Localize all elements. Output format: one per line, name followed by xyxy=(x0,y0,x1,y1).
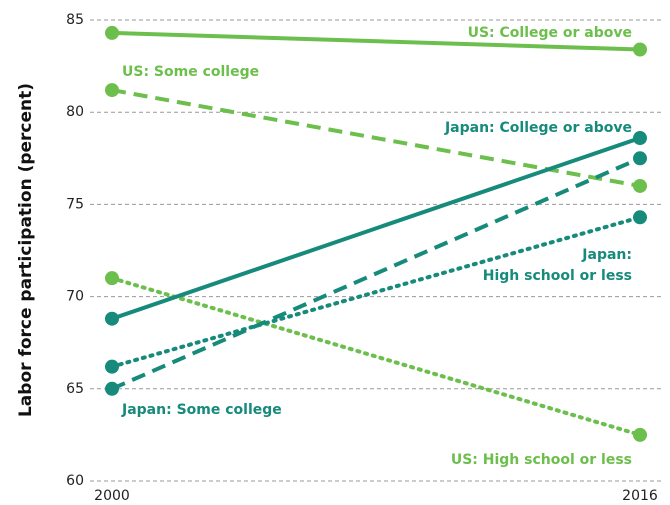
series-line xyxy=(111,88,641,188)
series-label: US: College or above xyxy=(468,25,632,41)
data-point xyxy=(105,83,119,98)
data-point xyxy=(105,25,119,40)
y-axis-title: Labor force participation (percent) xyxy=(16,83,36,417)
data-point xyxy=(633,42,647,57)
series-label: Japan: Some college xyxy=(121,402,282,418)
y-tick-label: 80 xyxy=(66,104,84,120)
x-tick-label: 2016 xyxy=(622,488,658,504)
x-tick-label: 2000 xyxy=(94,488,130,504)
series-line xyxy=(110,276,642,437)
series-line xyxy=(111,156,641,391)
y-tick-label: 70 xyxy=(66,289,84,305)
data-point xyxy=(105,311,119,326)
series-label: Japan: College or above xyxy=(444,120,632,136)
y-tick-label: 65 xyxy=(66,381,84,397)
series-line xyxy=(111,136,641,321)
series-line xyxy=(110,215,642,369)
series-label: US: High school or less xyxy=(451,452,632,468)
series-line xyxy=(111,30,641,52)
y-tick-label: 85 xyxy=(66,12,84,28)
y-tick-label: 75 xyxy=(66,196,84,212)
data-point xyxy=(105,381,119,396)
data-point xyxy=(633,178,647,193)
data-point xyxy=(633,210,647,225)
series-label: Japan: High school or less xyxy=(483,247,632,284)
data-point xyxy=(105,359,119,374)
data-point xyxy=(633,151,647,166)
data-point xyxy=(633,131,647,146)
series-label: US: Some college xyxy=(122,64,259,80)
y-tick-label: 60 xyxy=(66,473,84,489)
data-point xyxy=(105,271,119,286)
data-point xyxy=(633,427,647,442)
